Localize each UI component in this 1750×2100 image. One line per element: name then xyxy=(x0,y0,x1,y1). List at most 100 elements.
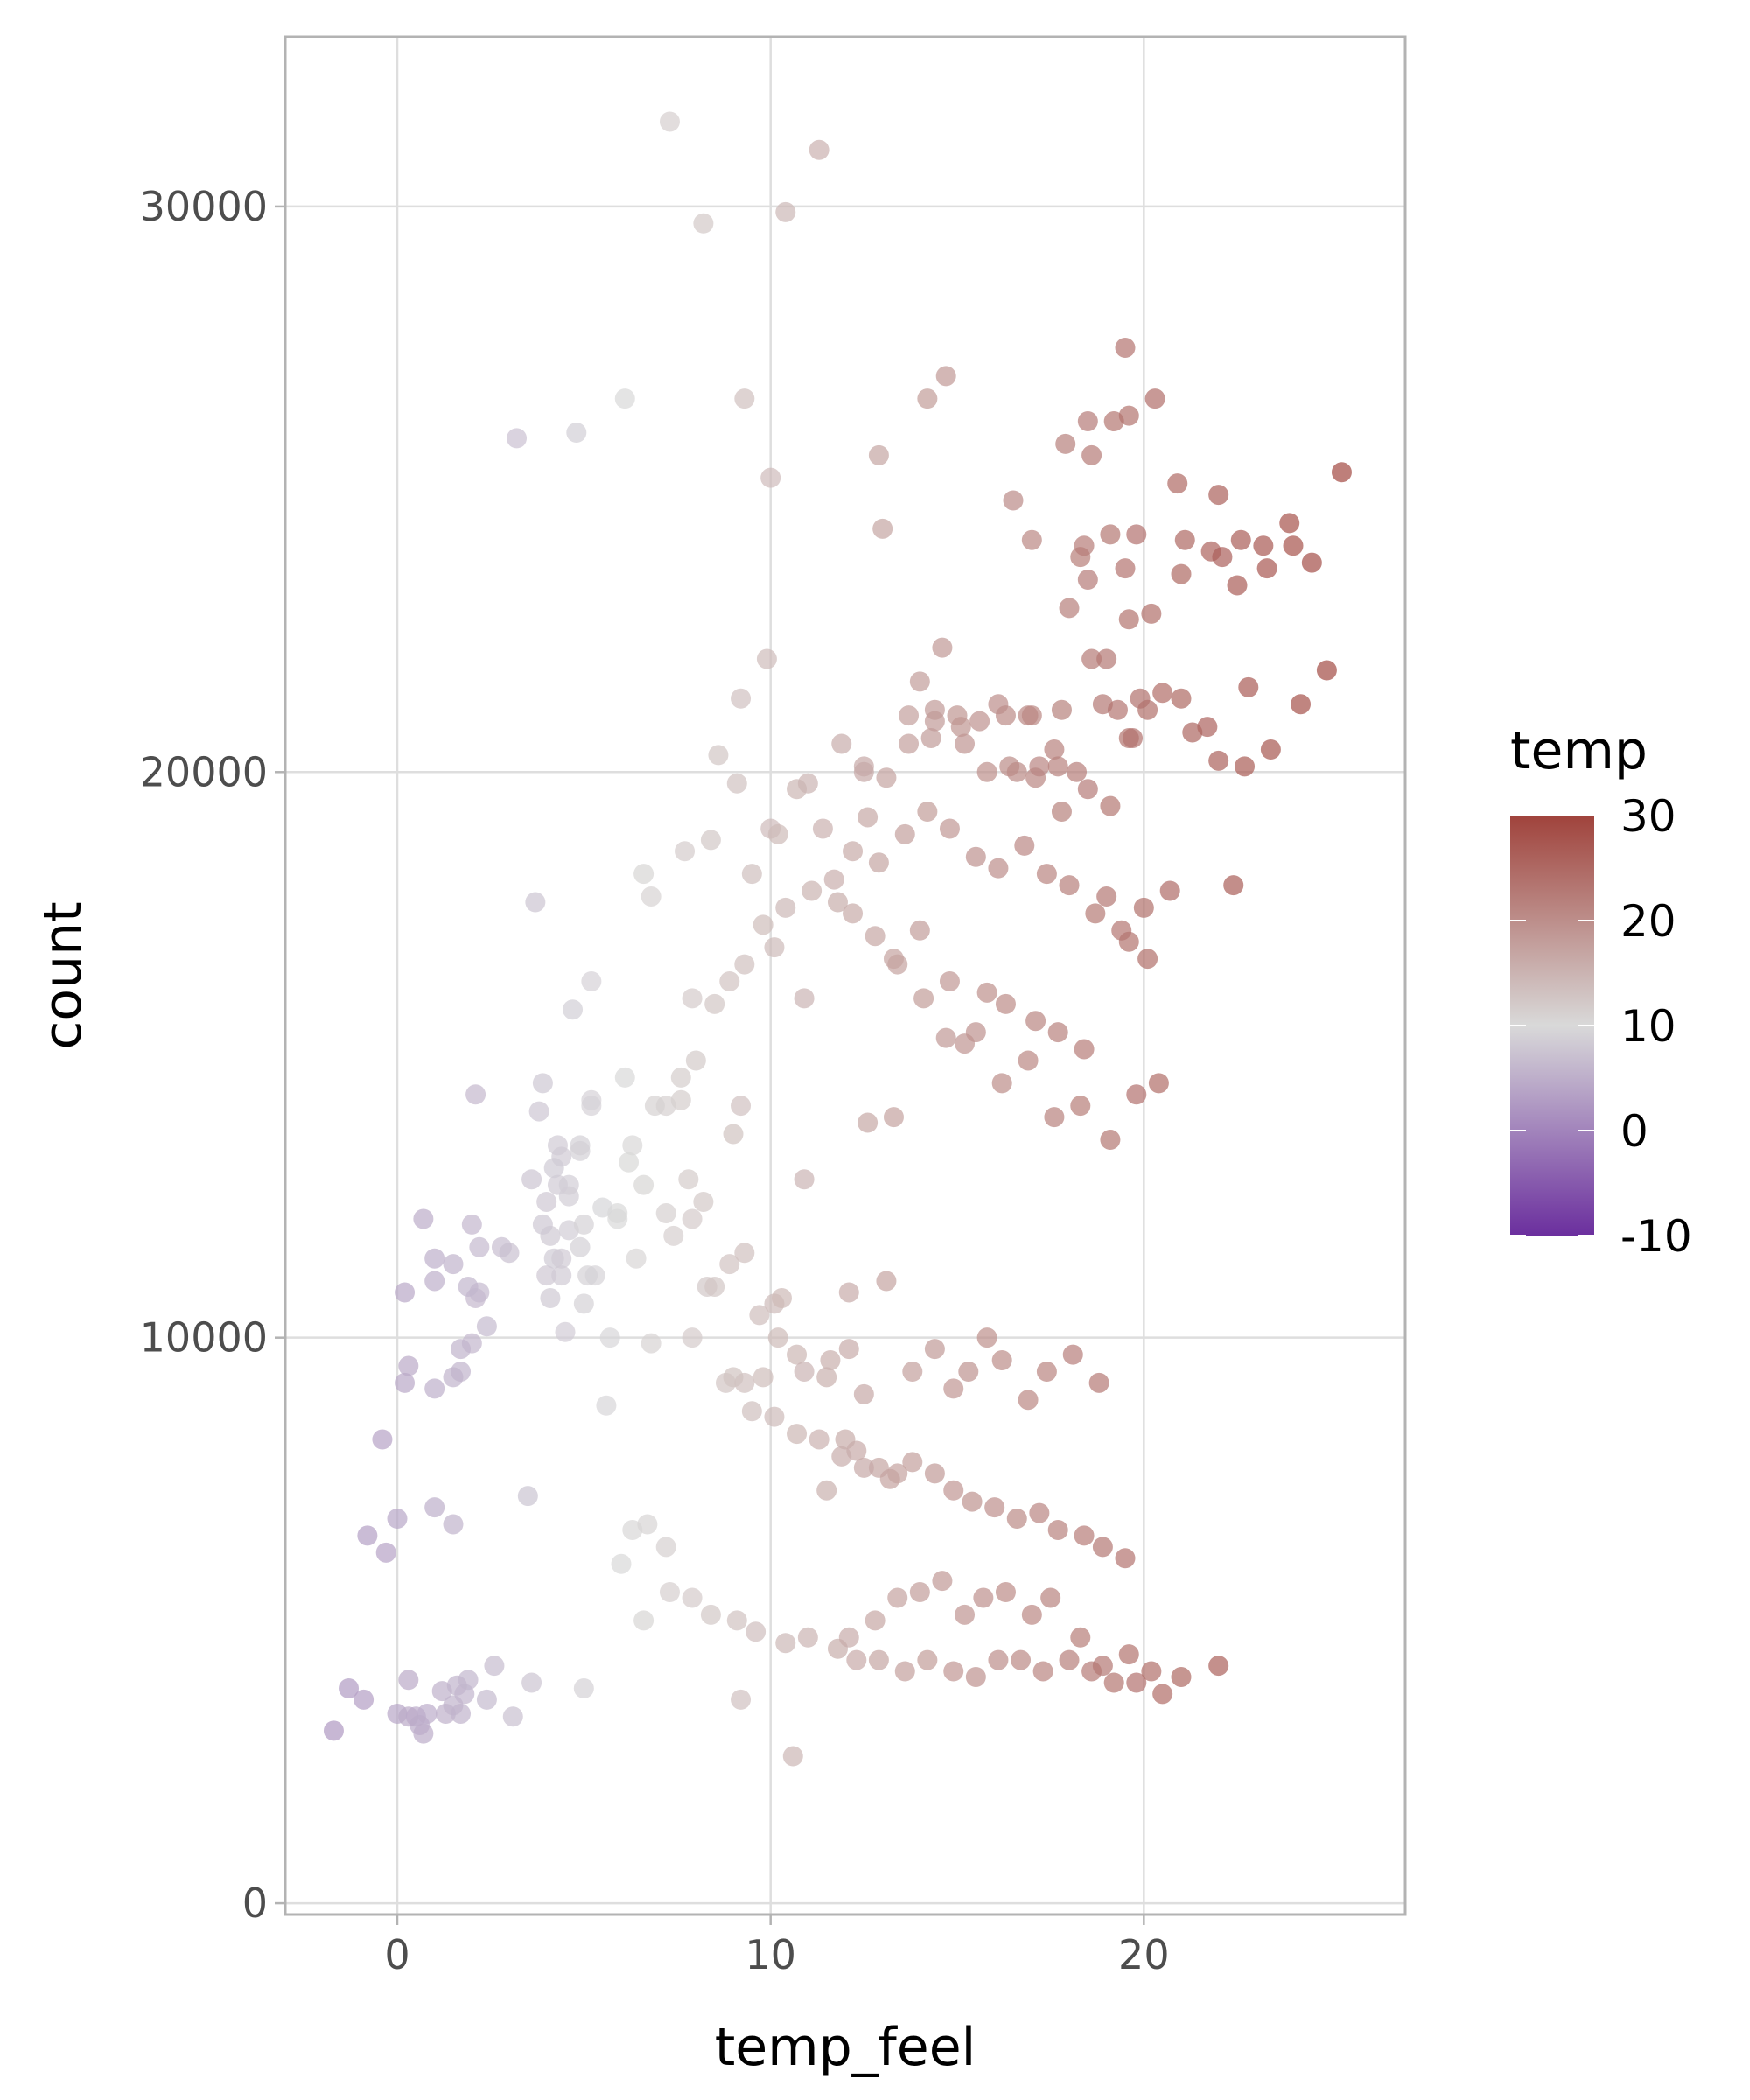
data-point xyxy=(794,1169,815,1190)
data-point xyxy=(611,1553,632,1574)
data-point xyxy=(1118,609,1139,630)
data-point xyxy=(731,1096,752,1116)
data-point xyxy=(767,1327,788,1348)
data-point xyxy=(1118,728,1139,749)
data-point xyxy=(1148,1073,1169,1094)
x-axis-title: temp_feel xyxy=(715,2017,976,2078)
data-point xyxy=(551,1265,572,1286)
legend-label: 20 xyxy=(1620,896,1676,947)
data-point xyxy=(458,1670,479,1690)
data-point xyxy=(640,1333,662,1354)
data-point xyxy=(1171,564,1192,584)
data-point xyxy=(794,988,815,1009)
legend-label: 0 xyxy=(1620,1106,1648,1157)
data-point xyxy=(823,869,844,890)
data-point xyxy=(752,1367,774,1388)
data-point xyxy=(1126,524,1147,545)
data-point xyxy=(682,1587,703,1608)
data-point xyxy=(924,1463,945,1484)
data-point xyxy=(831,1446,852,1466)
legend-label: 10 xyxy=(1620,1001,1676,1052)
data-point xyxy=(935,366,956,387)
data-point xyxy=(581,1089,602,1110)
data-point xyxy=(540,1287,561,1308)
data-point xyxy=(868,852,889,873)
data-point xyxy=(1088,1372,1110,1393)
data-point xyxy=(614,1067,635,1088)
data-point xyxy=(1174,529,1195,550)
data-point xyxy=(1279,513,1300,534)
data-point xyxy=(543,1158,564,1179)
data-point xyxy=(838,1627,859,1648)
data-point xyxy=(1118,1644,1139,1665)
data-point xyxy=(1316,660,1337,681)
data-point xyxy=(846,1649,867,1670)
data-point xyxy=(1032,1661,1054,1682)
data-point xyxy=(995,993,1016,1014)
data-point xyxy=(1070,1096,1091,1116)
data-point xyxy=(675,841,696,862)
data-point xyxy=(771,1287,792,1308)
data-point xyxy=(1044,1107,1065,1128)
data-point xyxy=(902,1452,923,1473)
data-point xyxy=(991,1350,1012,1371)
data-point xyxy=(655,1096,676,1116)
data-point xyxy=(375,1542,396,1563)
data-point xyxy=(634,1174,654,1195)
data-point xyxy=(1096,648,1117,669)
data-point xyxy=(831,733,852,754)
data-point xyxy=(451,1361,472,1382)
data-point xyxy=(995,1582,1016,1603)
data-point xyxy=(1021,1604,1042,1625)
color-legend: temp 30 20 10 0 -10 xyxy=(1510,720,1692,1262)
data-point xyxy=(1044,738,1065,760)
data-point xyxy=(920,728,942,749)
data-point xyxy=(988,1649,1009,1670)
data-point xyxy=(466,1084,486,1105)
data-point xyxy=(1103,1672,1124,1693)
data-point xyxy=(883,948,904,970)
data-point xyxy=(458,1277,479,1298)
data-point xyxy=(939,970,960,991)
data-point xyxy=(693,213,714,234)
data-point xyxy=(988,694,1009,715)
data-point xyxy=(1018,705,1039,726)
data-point xyxy=(965,1022,986,1043)
data-point xyxy=(682,1327,703,1348)
data-point xyxy=(573,1214,594,1235)
data-point xyxy=(917,1649,938,1670)
data-point xyxy=(1014,835,1035,856)
data-point xyxy=(767,823,788,844)
data-point xyxy=(626,1248,647,1269)
data-point xyxy=(499,1242,520,1264)
data-point xyxy=(802,880,822,901)
data-point xyxy=(536,1265,557,1286)
data-point xyxy=(573,1677,594,1698)
data-point xyxy=(451,1704,472,1725)
data-point xyxy=(723,1124,744,1144)
data-point xyxy=(1059,1649,1080,1670)
data-point xyxy=(932,637,953,658)
data-point xyxy=(1141,603,1162,624)
data-point xyxy=(596,1395,617,1416)
data-point xyxy=(607,1208,628,1229)
data-point xyxy=(797,1627,818,1648)
data-point xyxy=(1167,473,1188,494)
data-point xyxy=(794,1361,815,1382)
data-point xyxy=(1115,558,1136,579)
data-point xyxy=(599,1327,620,1348)
data-point xyxy=(573,1293,594,1314)
data-point xyxy=(1118,405,1139,426)
data-point xyxy=(1130,688,1151,709)
data-point xyxy=(1126,1672,1147,1693)
data-point xyxy=(764,937,785,958)
data-point xyxy=(387,1508,408,1530)
data-point xyxy=(1283,536,1304,556)
data-point xyxy=(943,1480,964,1501)
data-point xyxy=(970,710,990,732)
data-point xyxy=(988,858,1009,878)
data-point xyxy=(1227,575,1248,596)
data-point xyxy=(682,1208,703,1229)
data-point xyxy=(1067,761,1088,782)
